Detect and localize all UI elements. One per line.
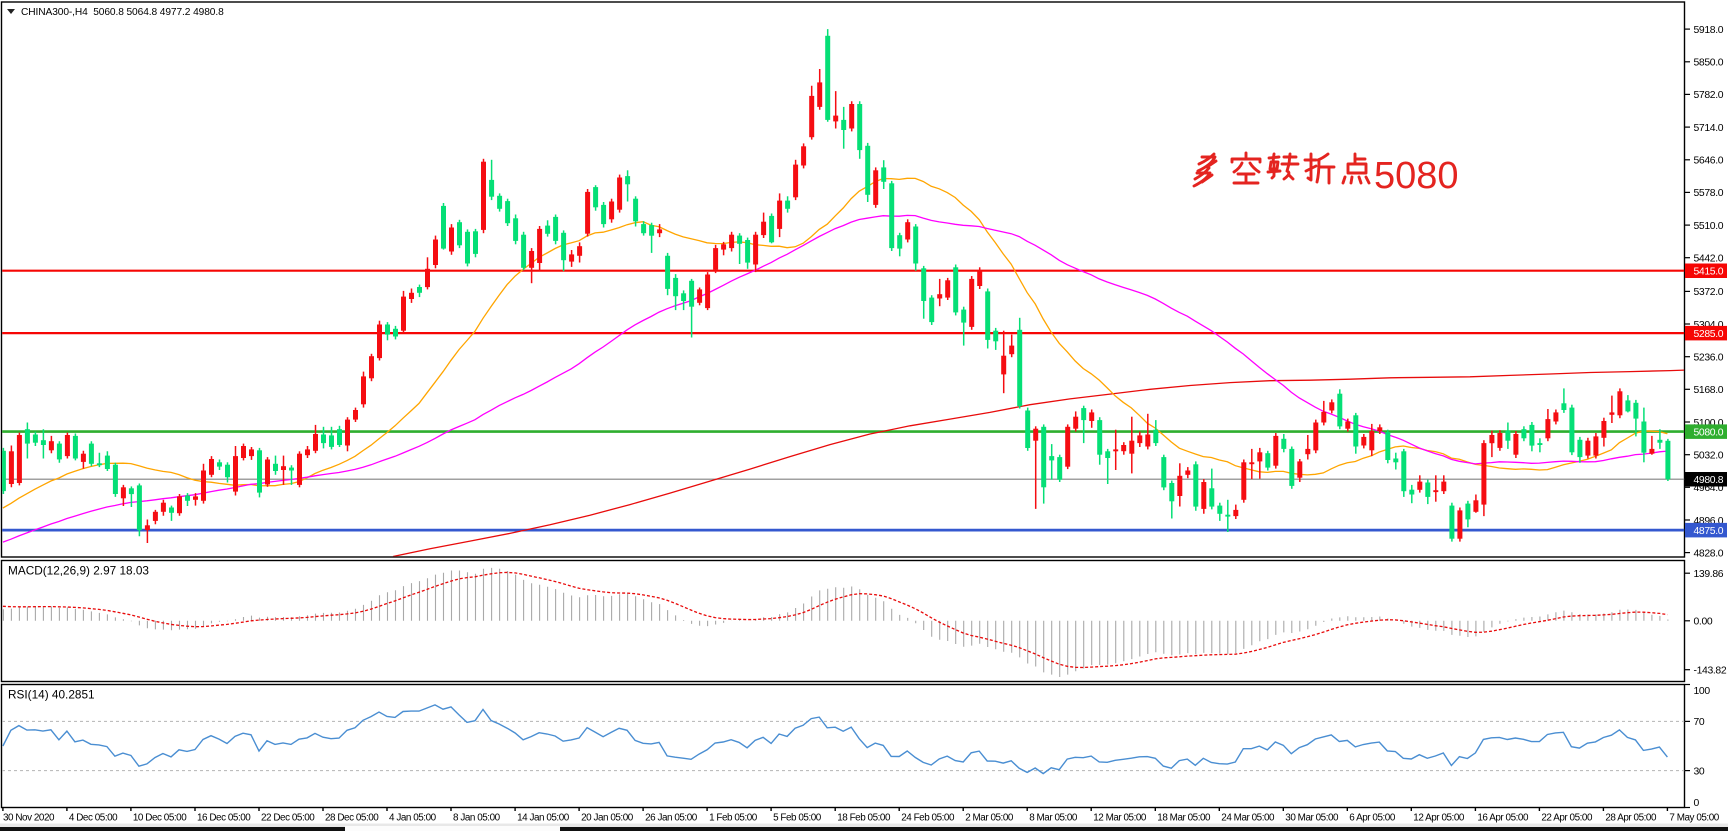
svg-text:5100.0: 5100.0: [1694, 418, 1724, 429]
svg-text:8 Jan 05:00: 8 Jan 05:00: [453, 813, 501, 824]
svg-text:4828.0: 4828.0: [1694, 548, 1724, 559]
svg-text:14 Jan 05:00: 14 Jan 05:00: [517, 813, 570, 824]
svg-text:22 Dec 05:00: 22 Dec 05:00: [261, 813, 315, 824]
svg-text:7 May 05:00: 7 May 05:00: [1669, 813, 1719, 824]
svg-text:6 Apr 05:00: 6 Apr 05:00: [1349, 813, 1396, 824]
svg-text:5032.0: 5032.0: [1694, 451, 1724, 462]
svg-text:12 Apr 05:00: 12 Apr 05:00: [1413, 813, 1465, 824]
svg-text:5442.0: 5442.0: [1694, 254, 1724, 265]
svg-text:4980.8: 4980.8: [1694, 475, 1724, 486]
svg-text:18 Mar 05:00: 18 Mar 05:00: [1157, 813, 1211, 824]
svg-text:5415.0: 5415.0: [1694, 267, 1724, 278]
svg-text:28 Apr 05:00: 28 Apr 05:00: [1605, 813, 1657, 824]
svg-text:22 Apr 05:00: 22 Apr 05:00: [1541, 813, 1593, 824]
svg-text:4875.0: 4875.0: [1694, 526, 1724, 537]
svg-text:26 Jan 05:00: 26 Jan 05:00: [645, 813, 698, 824]
svg-text:12 Mar 05:00: 12 Mar 05:00: [1093, 813, 1147, 824]
svg-text:18 Feb 05:00: 18 Feb 05:00: [837, 813, 891, 824]
svg-text:4896.0: 4896.0: [1694, 516, 1724, 527]
svg-text:2 Mar 05:00: 2 Mar 05:00: [965, 813, 1014, 824]
svg-text:10 Dec 05:00: 10 Dec 05:00: [133, 813, 187, 824]
svg-text:16 Dec 05:00: 16 Dec 05:00: [197, 813, 251, 824]
svg-text:30: 30: [1694, 766, 1705, 777]
svg-text:16 Apr 05:00: 16 Apr 05:00: [1477, 813, 1529, 824]
svg-text:5285.0: 5285.0: [1694, 329, 1724, 340]
svg-text:30 Mar 05:00: 30 Mar 05:00: [1285, 813, 1339, 824]
svg-text:139.86: 139.86: [1694, 569, 1724, 580]
svg-text:5850.0: 5850.0: [1694, 58, 1724, 69]
svg-text:5080: 5080: [1374, 155, 1459, 197]
svg-text:5372.0: 5372.0: [1694, 287, 1724, 298]
svg-text:20 Jan 05:00: 20 Jan 05:00: [581, 813, 634, 824]
svg-text:5168.0: 5168.0: [1694, 385, 1724, 396]
svg-text:70: 70: [1694, 717, 1705, 728]
svg-text:CHINA300-,H4 5060.8 5064.8 49: CHINA300-,H4 5060.8 5064.8 4977.2 4980.8: [21, 7, 224, 18]
svg-text:1 Feb 05:00: 1 Feb 05:00: [709, 813, 758, 824]
svg-text:30 Nov 2020: 30 Nov 2020: [3, 813, 55, 824]
svg-text:-143.82: -143.82: [1694, 666, 1727, 677]
svg-text:4 Jan 05:00: 4 Jan 05:00: [389, 813, 437, 824]
svg-text:MACD(12,26,9) 2.97 18.03: MACD(12,26,9) 2.97 18.03: [8, 564, 149, 578]
svg-text:5918.0: 5918.0: [1694, 25, 1724, 36]
svg-text:RSI(14) 40.2851: RSI(14) 40.2851: [8, 688, 95, 702]
svg-text:5714.0: 5714.0: [1694, 123, 1724, 134]
svg-text:24 Feb 05:00: 24 Feb 05:00: [901, 813, 955, 824]
svg-text:24 Mar 05:00: 24 Mar 05:00: [1221, 813, 1275, 824]
svg-text:4964.0: 4964.0: [1694, 483, 1724, 494]
svg-text:5510.0: 5510.0: [1694, 221, 1724, 232]
svg-text:5578.0: 5578.0: [1694, 188, 1724, 199]
svg-text:5 Feb 05:00: 5 Feb 05:00: [773, 813, 822, 824]
svg-text:5080.0: 5080.0: [1694, 427, 1724, 438]
svg-text:4 Dec 05:00: 4 Dec 05:00: [69, 813, 118, 824]
svg-text:5236.0: 5236.0: [1694, 353, 1724, 364]
svg-text:8 Mar 05:00: 8 Mar 05:00: [1029, 813, 1078, 824]
svg-text:5646.0: 5646.0: [1694, 156, 1724, 167]
svg-text:5304.0: 5304.0: [1694, 320, 1724, 331]
svg-text:28 Dec 05:00: 28 Dec 05:00: [325, 813, 379, 824]
svg-text:0: 0: [1694, 798, 1700, 809]
svg-text:5782.0: 5782.0: [1694, 90, 1724, 101]
svg-text:0.00: 0.00: [1694, 617, 1713, 628]
svg-text:100: 100: [1694, 686, 1711, 697]
